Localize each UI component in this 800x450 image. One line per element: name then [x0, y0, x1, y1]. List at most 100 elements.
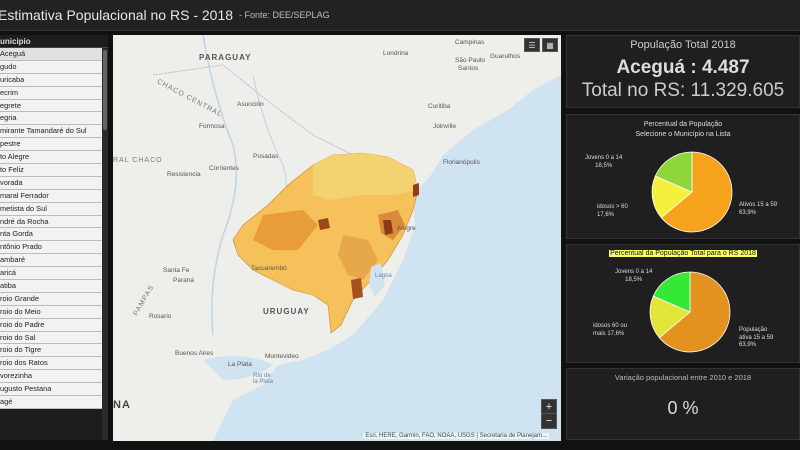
list-item[interactable]: nta Gorda [0, 228, 102, 242]
list-icon[interactable]: ☰ [524, 38, 540, 52]
variation-value: 0 % [667, 398, 699, 418]
list-item[interactable]: pestre [0, 138, 102, 152]
population-total-panel: População Total 2018 Aceguá : 4.487 Tota… [566, 35, 800, 108]
rs-north-region[interactable] [313, 153, 418, 200]
pie-slice-ativos-15-a-59[interactable] [660, 151, 733, 233]
list-item[interactable]: ntônio Prado [0, 241, 102, 255]
list-item[interactable]: uricaba [0, 73, 102, 87]
pie-slice-idosos-60-ou-mais[interactable] [649, 295, 691, 339]
label-paraguay: PARAGUAY [199, 53, 252, 62]
state-pie-label-active: População ativa 15 a 59 63,9% [739, 327, 774, 348]
map-view[interactable]: PARAGUAY CHACO CENTRAL RAL CHACO PAMPAS … [113, 35, 561, 441]
label-lagoa: Lagoa [375, 273, 392, 279]
list-item[interactable]: maral Ferrador [0, 189, 102, 203]
label-rio-de-la-plata: Río de la Plata [253, 373, 274, 385]
municipality-highlight[interactable] [318, 218, 330, 230]
porto-alegre-area[interactable] [383, 220, 393, 235]
list-item[interactable]: mirante Tamandaré do Sul [0, 125, 102, 139]
state-pie-title: Percentual da População Total para o RS … [567, 249, 799, 259]
data-source: - Fonte: DEE/SEPLAG [239, 10, 330, 20]
label-rosario: Rosario [149, 313, 172, 320]
list-item[interactable]: roio dos Ratos [0, 357, 102, 371]
list-item[interactable]: ndré da Rocha [0, 215, 102, 229]
pie-label-active: Ativos 15 a 59 63,9% [739, 202, 778, 216]
list-item[interactable]: egria [0, 112, 102, 126]
list-item[interactable]: roio do Sal [0, 331, 102, 345]
basemap-grid-icon[interactable]: ▦ [542, 38, 558, 52]
label-posadas: Posadas [253, 153, 279, 160]
label-guarulhos: Guarulhos [490, 53, 520, 60]
list-item[interactable]: ambaré [0, 254, 102, 268]
list-item[interactable]: to Feliz [0, 164, 102, 177]
label-formosa: Formosa [199, 123, 225, 130]
map-attribution[interactable]: Esri, HERE, Garmin, FAO, NOAA, USGS | Se… [363, 433, 549, 439]
rs-central-region[interactable] [338, 235, 378, 280]
border-line [152, 64, 354, 156]
municipality-population: Aceguá : 4.487 [616, 57, 750, 78]
municipality-highlight[interactable] [413, 183, 419, 197]
municipal-pie-chart[interactable] [647, 147, 737, 237]
list-item[interactable]: gudo [0, 60, 102, 74]
zoom-control: + − [541, 399, 557, 429]
list-item[interactable]: roio do Meio [0, 305, 102, 319]
list-item[interactable]: roio do Padre [0, 318, 102, 332]
label-sao-paulo: São Paulo [455, 57, 485, 64]
label-montevideo: Montevideo [265, 353, 299, 360]
basemap [113, 35, 561, 441]
municipal-pie-panel: Percentual da População Selecione o Muni… [566, 114, 800, 239]
population-title: População Total 2018 [630, 39, 736, 51]
pie-slice-idosos-60[interactable] [651, 175, 693, 219]
list-item[interactable]: agé [0, 396, 102, 409]
zoom-in-button[interactable]: + [542, 400, 556, 414]
label-joinville: Joinville [433, 123, 457, 130]
list-item[interactable]: roio Grande [0, 292, 102, 306]
label-buenos-aires: Buenos Aires [175, 350, 214, 357]
municipal-pie-subtitle: Selecione o Município na Lista [635, 131, 731, 138]
list-item[interactable]: ecrim [0, 86, 102, 100]
list-item[interactable]: egrete [0, 99, 102, 113]
list-item[interactable]: vorezinha [0, 370, 102, 384]
label-corrientes: Corrientes [209, 165, 239, 172]
pie-slice-jovens-0-a-14[interactable] [654, 151, 693, 193]
variation-title: Variação populacional entre 2010 e 2018 [614, 373, 752, 382]
label-santa-fe: Santa Fe [163, 267, 190, 274]
list-scrollbar[interactable] [102, 48, 108, 440]
state-pie-label-elderly: idosos 60 ou mais 17,6% [593, 323, 628, 337]
header-bar: Estimativa Populacional no RS - 2018 - F… [0, 0, 800, 31]
list-item[interactable]: atiba [0, 280, 102, 293]
list-item[interactable]: Aceguá [0, 48, 102, 61]
label-londrina: Londrina [383, 50, 409, 57]
municipality-list: Aceguá gudo uricaba ecrim egrete egria mirante… [0, 48, 108, 409]
label-florianopolis: Florianópolis [443, 159, 480, 166]
state-pie-title-text: Percentual da População Total para o RS … [609, 250, 757, 257]
list-item[interactable]: to Alegre [0, 151, 102, 165]
pie-slice-jovens-0-a-14[interactable] [652, 271, 691, 313]
label-campinas: Campinas [455, 39, 485, 46]
list-item[interactable]: ugusto Pestana [0, 383, 102, 397]
pie-label-young: Jovens 0 a 14 18,5% [585, 155, 623, 169]
label-resistencia: Resistencia [167, 171, 201, 178]
state-pie-chart[interactable] [645, 267, 735, 357]
zoom-out-button[interactable]: − [545, 415, 553, 427]
label-tacuarembo: Tacuarembó [251, 265, 287, 272]
label-santos: Santos [458, 65, 479, 72]
list-item[interactable]: aricá [0, 267, 102, 281]
rio-de-la-plata-water [203, 356, 273, 380]
list-column-header: unicipio [0, 35, 108, 48]
scrollbar-thumb[interactable] [103, 50, 107, 130]
list-item[interactable]: metista do Sul [0, 202, 102, 216]
label-asuncion: Asunción [237, 101, 264, 108]
municipal-pie-title: Percentual da População [643, 121, 723, 128]
municipality-highlight[interactable] [351, 278, 363, 299]
label-curitiba: Curitiba [428, 103, 451, 110]
label-parana: Paraná [173, 277, 194, 284]
pie-label-elderly: idosos > 60 17,6% [597, 204, 628, 218]
pie-slice-popula-o-ativa-15-a-59[interactable] [658, 271, 731, 353]
lagoa-dos-patos [369, 263, 385, 297]
list-item[interactable]: roio do Tigre [0, 344, 102, 358]
page-title: Estimativa Populacional no RS - 2018 [0, 7, 234, 23]
rs-west-region[interactable] [253, 210, 318, 250]
list-item[interactable]: vorada [0, 176, 102, 190]
label-la-plata: La Plata [228, 361, 252, 368]
